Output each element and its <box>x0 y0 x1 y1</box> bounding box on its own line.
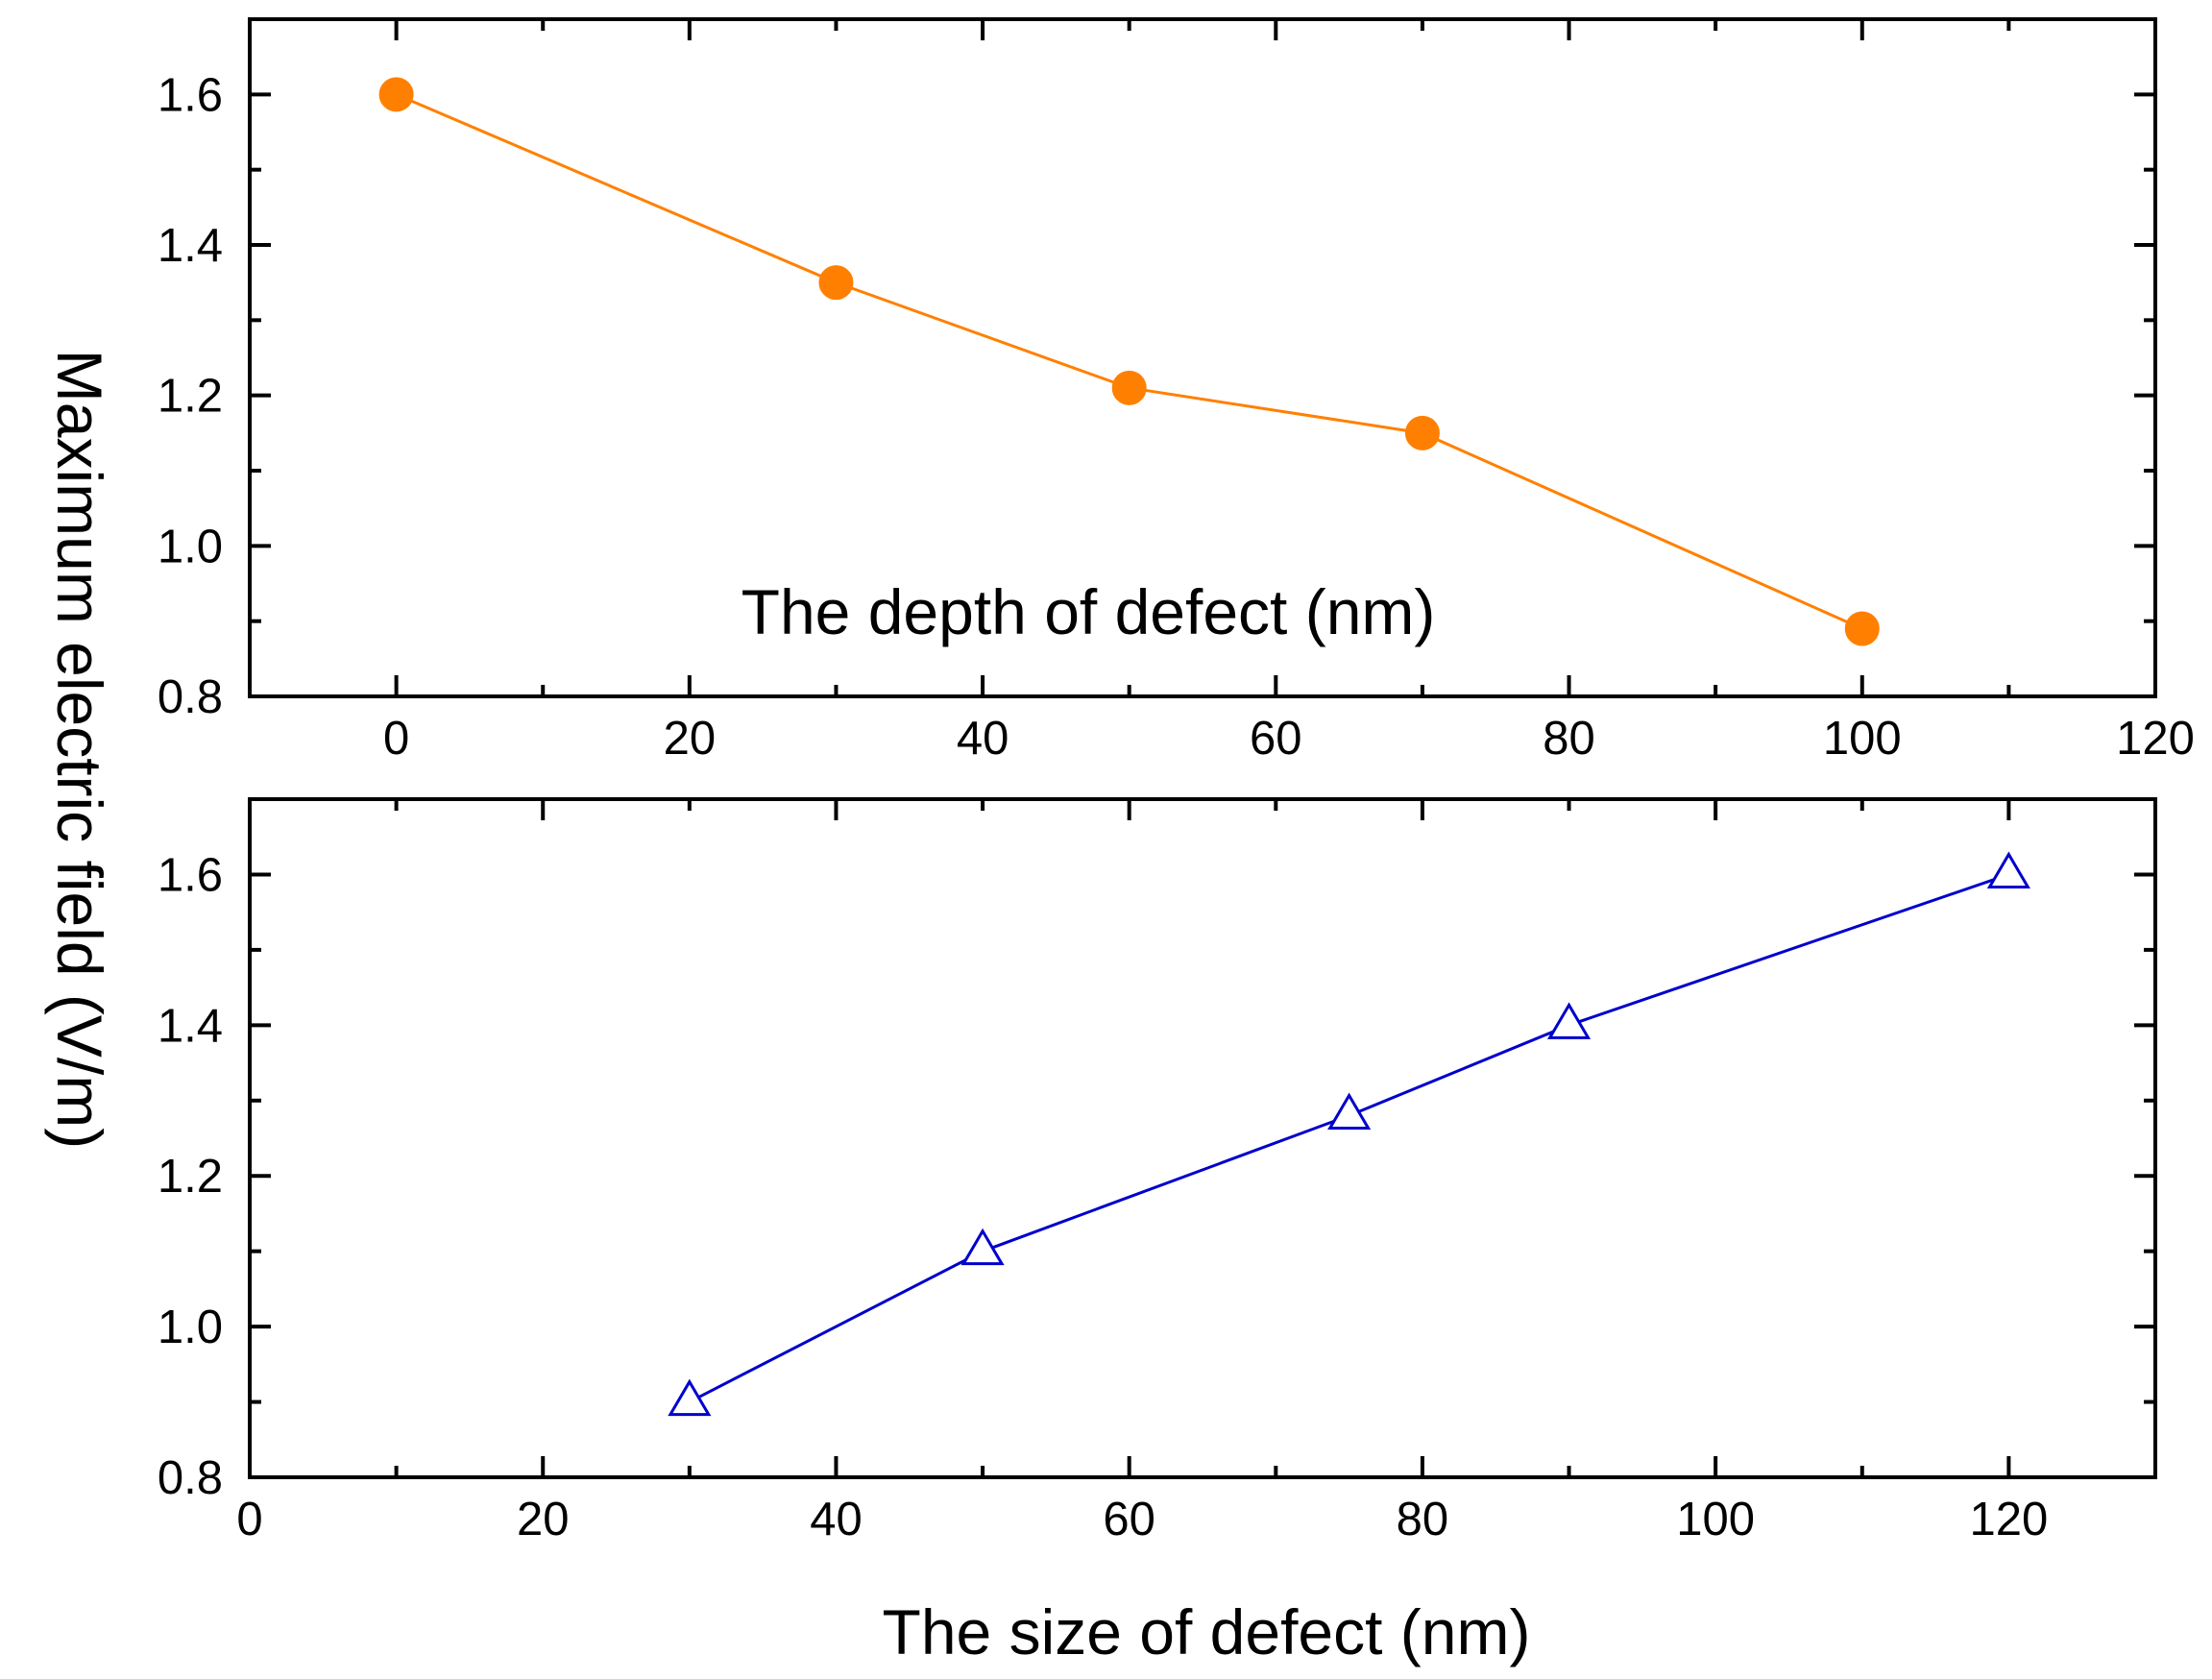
y-tick-label: 1.0 <box>158 521 223 572</box>
x-tick-label: 40 <box>957 713 1009 765</box>
x-tick-label: 120 <box>2116 713 2195 765</box>
x-tick-label: 20 <box>664 713 717 765</box>
data-point <box>1327 1092 1372 1130</box>
series-line-size <box>689 873 2009 1403</box>
plot-frame <box>248 17 2157 698</box>
bottom-panel: 0 20 40 60 80 100 120 0.8 1.0 1.2 1.4 1.6 The size o… <box>158 797 2157 1667</box>
y-tick-label: 1.6 <box>158 69 223 121</box>
series-line-depth <box>396 92 1863 630</box>
x-tick-label: 100 <box>1823 713 1902 765</box>
data-point <box>1546 1002 1592 1039</box>
x-axis-label: The depth of defect (nm) <box>741 576 1436 647</box>
x-tick-label: 120 <box>1970 1494 2049 1545</box>
y-tick-label: 1.4 <box>158 220 223 272</box>
y-tick-label: 1.2 <box>158 1151 223 1203</box>
data-point <box>668 1378 712 1417</box>
y-tick-label: 0.8 <box>158 1452 223 1504</box>
data-point <box>1404 415 1440 450</box>
x-tick-label: 0 <box>383 713 409 765</box>
x-tick-label: 100 <box>1676 1494 1755 1545</box>
data-point <box>1111 370 1147 405</box>
x-tick-label: 20 <box>517 1494 570 1545</box>
x-tick-label: 60 <box>1103 1494 1155 1545</box>
x-tick-label: 60 <box>1250 713 1302 765</box>
data-point <box>378 77 414 112</box>
data-point <box>1986 851 2030 888</box>
x-tick-label: 40 <box>810 1494 863 1545</box>
y-tick-label: 1.2 <box>158 371 223 423</box>
y-axis-label: Maximum electric field (V/m) <box>44 350 115 1149</box>
x-tick-label: 80 <box>1397 1494 1449 1545</box>
plot-frame <box>248 797 2157 1479</box>
y-tick-label: 1.0 <box>158 1302 223 1353</box>
data-point <box>818 265 854 301</box>
x-axis-label: The size of defect (nm) <box>883 1596 1531 1667</box>
y-tick-label: 0.8 <box>158 671 223 723</box>
x-tick-label: 0 <box>236 1494 262 1545</box>
data-point <box>960 1228 1005 1266</box>
y-tick-label: 1.4 <box>158 1000 223 1052</box>
x-tick-label: 80 <box>1543 713 1595 765</box>
data-point <box>1844 611 1880 646</box>
y-tick-label: 1.6 <box>158 849 223 901</box>
top-panel: 0 20 40 60 80 100 120 0.8 1.0 1.2 1.4 1.6 The depth … <box>158 17 2195 765</box>
